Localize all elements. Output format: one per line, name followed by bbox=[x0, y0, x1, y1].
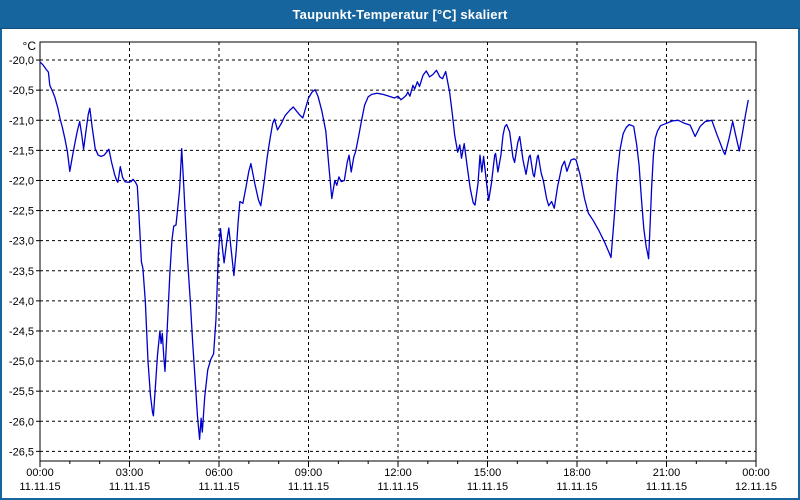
x-axis-time-label: 06:00 bbox=[205, 467, 233, 479]
x-axis-time-label: 21:00 bbox=[653, 467, 681, 479]
dewpoint-chart-svg: °C -20,0 -20,5 -21,0 -21,5 -22,0 -22,5 -23,0 -2… bbox=[9, 39, 777, 493]
x-axis-time-label: 12:00 bbox=[384, 467, 412, 479]
x-axis-date-label: 11.11.15 bbox=[467, 481, 508, 493]
page-title: Taupunkt-Temperatur [°C] skaliert bbox=[292, 6, 508, 22]
x-axis-date-label: 11.11.15 bbox=[556, 481, 597, 493]
x-axis-date-label: 11.11.15 bbox=[109, 481, 150, 493]
y-axis-label: -24,0 bbox=[9, 296, 34, 308]
x-axis-date-label: 11.11.15 bbox=[646, 481, 687, 493]
y-axis-label: -24,5 bbox=[9, 326, 34, 338]
y-axis-label: -26,0 bbox=[9, 416, 34, 428]
y-axis-label: -21,0 bbox=[9, 115, 34, 127]
y-axis-label: -20,0 bbox=[9, 55, 34, 67]
y-axis-label: -26,5 bbox=[9, 446, 34, 458]
x-axis-time-label: 03:00 bbox=[116, 467, 144, 479]
plot-border bbox=[39, 41, 757, 462]
y-axis-label: -23,0 bbox=[9, 236, 34, 248]
x-axis-time-label: 09:00 bbox=[295, 467, 323, 479]
x-axis-date-label: 11.11.15 bbox=[19, 481, 60, 493]
y-axis-label: -21,5 bbox=[9, 145, 34, 157]
x-axis-time-label: 18:00 bbox=[563, 467, 591, 479]
y-axis-label: -22,5 bbox=[9, 206, 34, 218]
y-axis-label: -23,5 bbox=[9, 266, 34, 278]
y-axis-label: -20,5 bbox=[9, 85, 34, 97]
x-axis-time-label: 00:00 bbox=[26, 467, 54, 479]
x-axis-time-label: 00:00 bbox=[742, 467, 770, 479]
x-axis-date-label: 11.11.15 bbox=[377, 481, 418, 493]
temperature-line bbox=[39, 61, 749, 440]
x-axis-date-label: 11.11.15 bbox=[198, 481, 239, 493]
title-bar: Taupunkt-Temperatur [°C] skaliert bbox=[0, 0, 800, 29]
x-axis-time-label: 15:00 bbox=[474, 467, 502, 479]
y-axis-label: -22,0 bbox=[9, 175, 34, 187]
chart-area: °C -20,0 -20,5 -21,0 -21,5 -22,0 -22,5 -23,0 -2… bbox=[0, 29, 800, 500]
x-axis-date-label: 12.11.15 bbox=[735, 481, 777, 493]
y-axis-label: -25,5 bbox=[9, 386, 34, 398]
x-axis-date-label: 11.11.15 bbox=[288, 481, 329, 493]
y-axis-label: -25,0 bbox=[9, 356, 34, 368]
y-axis-unit-label: °C bbox=[23, 39, 37, 53]
